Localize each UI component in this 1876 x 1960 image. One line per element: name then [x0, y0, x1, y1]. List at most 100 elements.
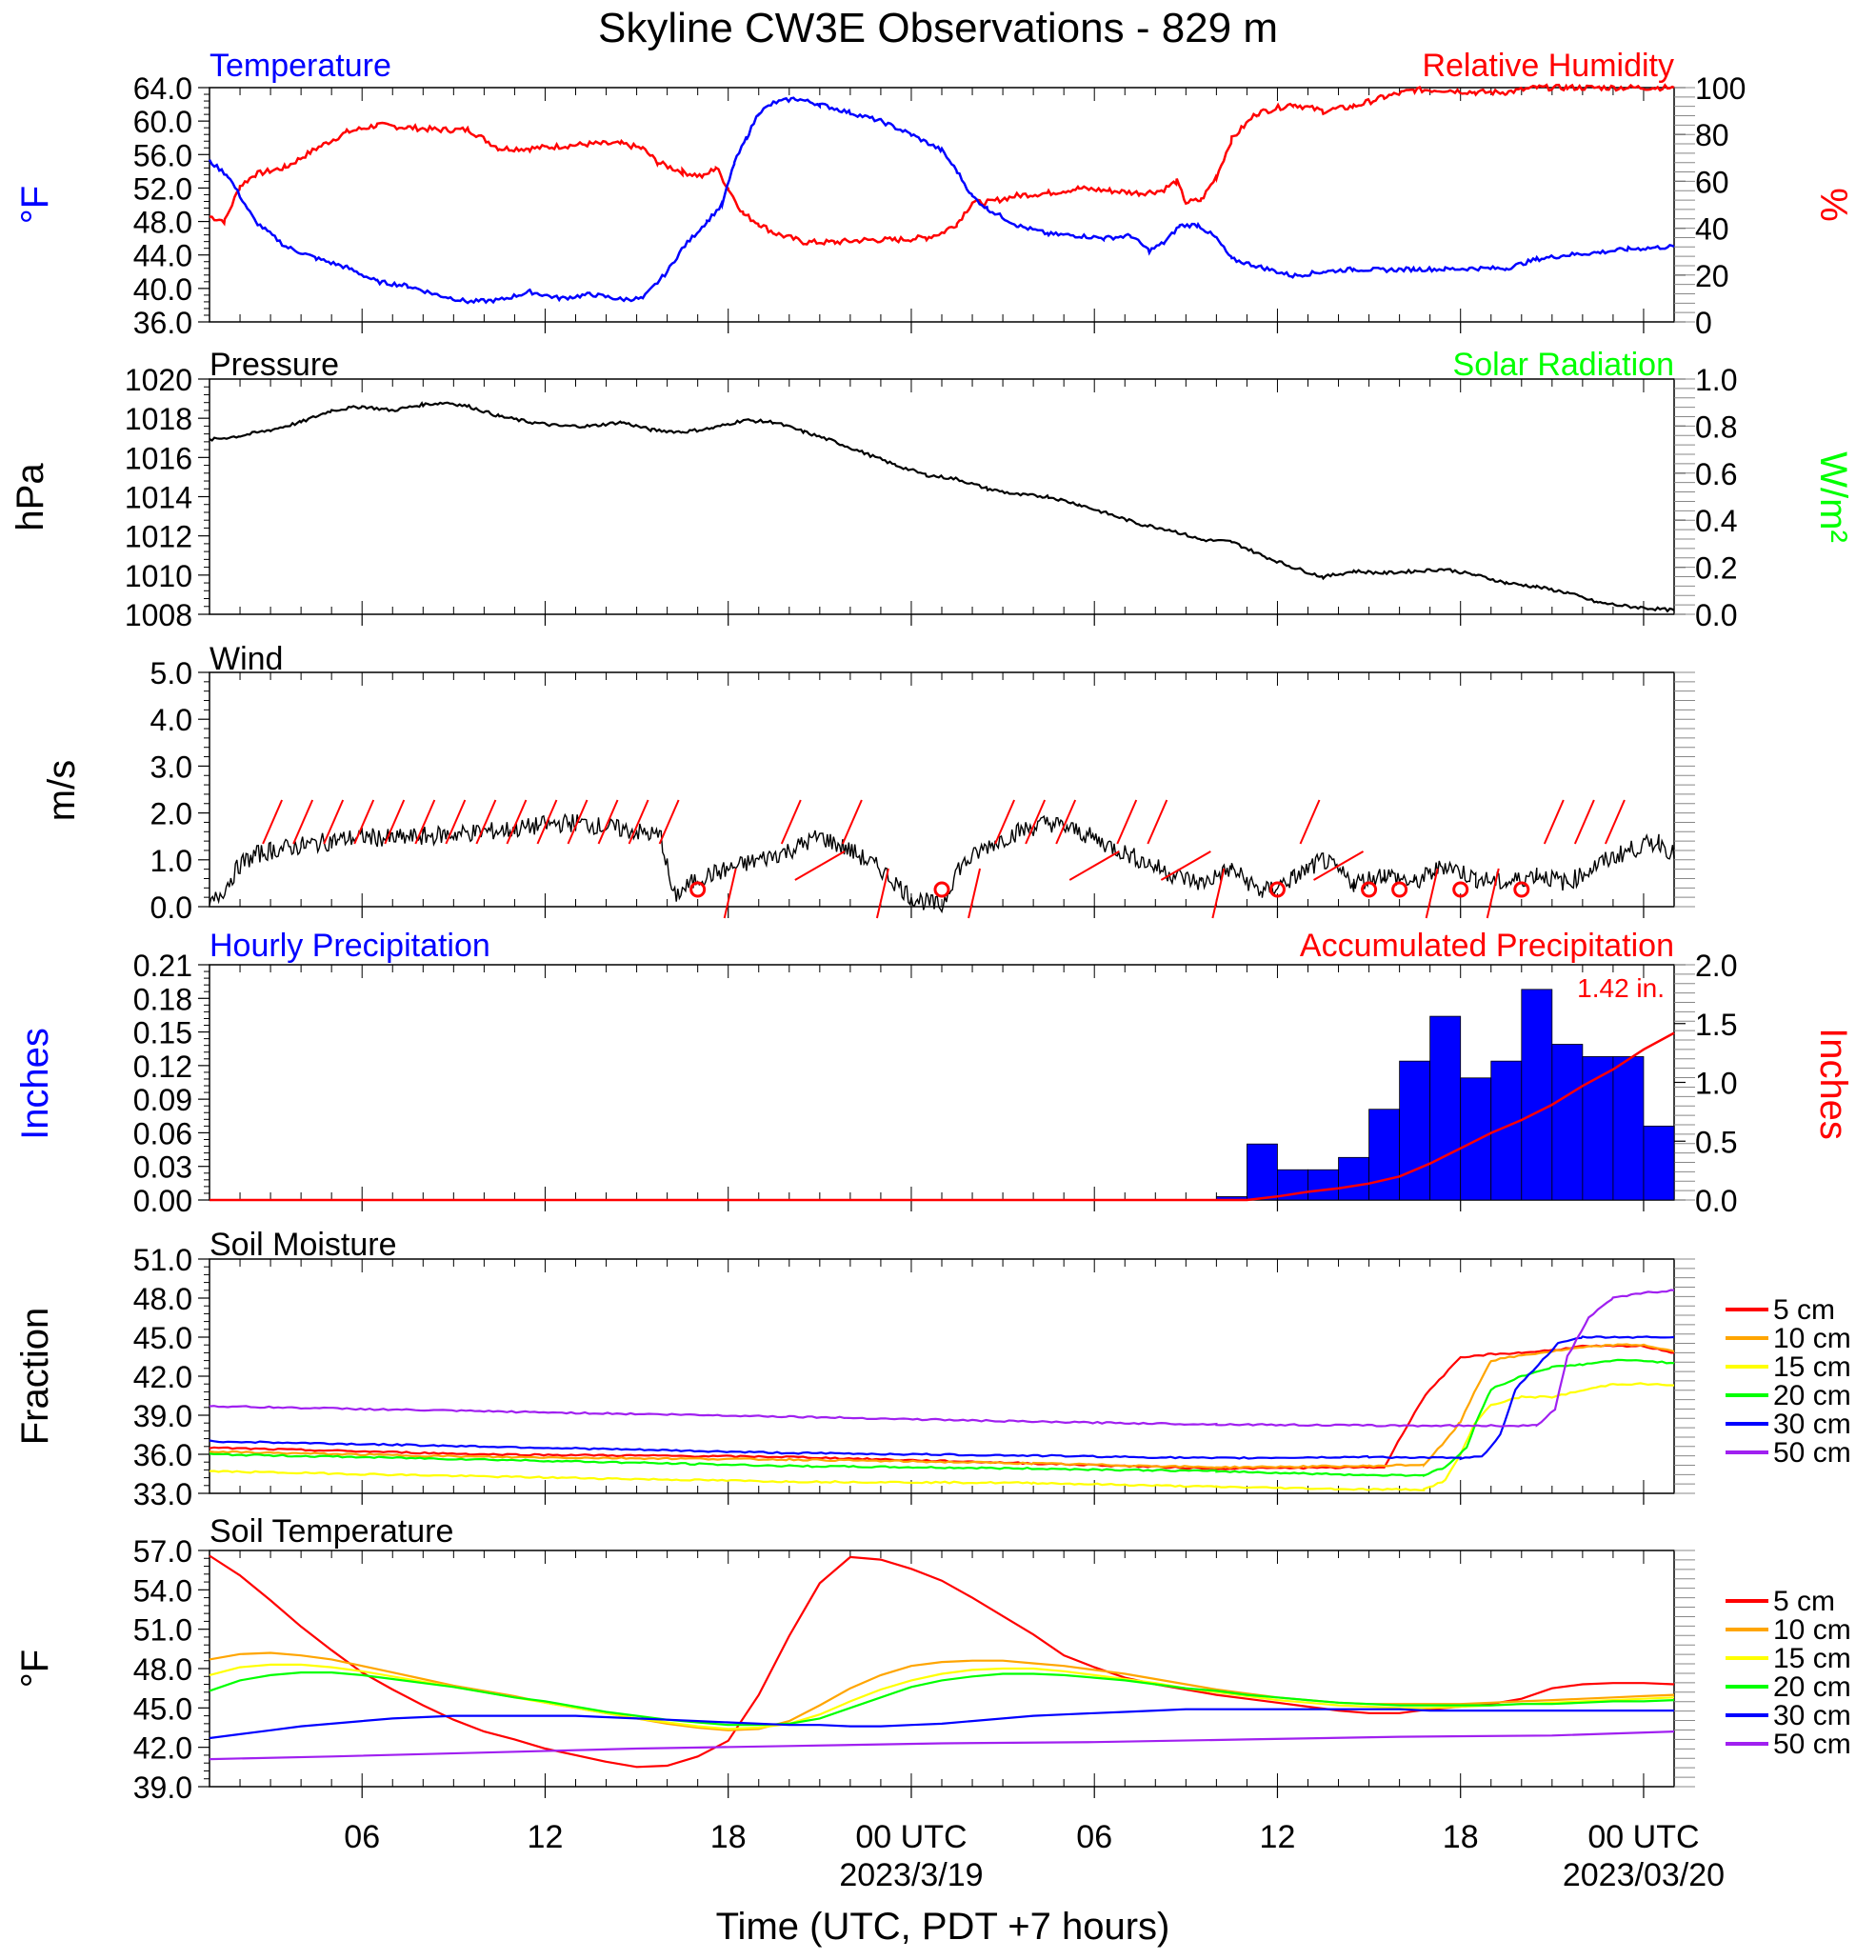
y-tick-label: 54.0: [133, 1573, 192, 1608]
wind-barb: [597, 799, 619, 845]
wind-title: Wind: [210, 641, 283, 677]
x-tick-label: 06: [1076, 1819, 1112, 1855]
y-tick-label: 1012: [125, 520, 192, 554]
wind-barb: [1068, 850, 1120, 881]
calm-wind-marker: [1513, 881, 1530, 898]
wind-barb: [1025, 799, 1047, 845]
soil-moisture-title: Soil Moisture: [210, 1227, 397, 1263]
y2-tick-label: 0.0: [1695, 598, 1737, 632]
x-date-label: 2023/3/19: [839, 1857, 983, 1893]
y-tick-label: 36.0: [133, 1438, 192, 1472]
y2-tick-label: 1.0: [1695, 363, 1737, 397]
hourly-precip-bar: [1612, 1056, 1645, 1201]
calm-wind-marker: [1391, 881, 1408, 898]
accum-precip-title: Accumulated Precipitation: [1300, 928, 1674, 964]
soil-temp-line-5: [209, 1708, 1674, 1740]
panel-frame-6: [209, 1550, 1675, 1788]
calm-wind-marker: [933, 881, 950, 898]
wind-barb: [445, 799, 467, 845]
y-tick-label: 40.0: [133, 272, 192, 307]
wind-barb: [567, 799, 589, 845]
y-tick-label: 0.12: [133, 1050, 192, 1084]
y-tick-label: 56.0: [133, 138, 192, 172]
y2-tick-label: 0.5: [1695, 1125, 1737, 1159]
calm-wind-marker: [1452, 881, 1469, 898]
chart-title: Skyline CW3E Observations - 829 m: [598, 5, 1278, 51]
hourly-precip-unit-label: Inches: [14, 1028, 56, 1140]
hourly-precip-bar: [1643, 1125, 1675, 1201]
hourly-precip-bar: [1247, 1143, 1278, 1201]
panel-frame-2: [209, 378, 1675, 615]
wind-barb: [1299, 799, 1321, 845]
y-tick-label: 0.21: [133, 949, 192, 983]
soil-moisture-line-2: [209, 1343, 1675, 1470]
temperature-line: [208, 96, 1675, 305]
legend-label: 20 cm: [1773, 1671, 1851, 1703]
x-date-label: 2023/03/20: [1563, 1857, 1725, 1893]
y2-tick-label: 60: [1695, 165, 1729, 199]
y-tick-label: 0.09: [133, 1083, 192, 1117]
y2-tick-label: 80: [1695, 118, 1729, 152]
wind-barb: [1211, 868, 1226, 919]
legend-label: 30 cm: [1773, 1409, 1851, 1440]
y-tick-label: 0.03: [133, 1150, 192, 1185]
wind-barb: [1573, 799, 1595, 845]
wind-barb: [1147, 799, 1168, 845]
wind-barb: [475, 799, 497, 845]
soil-moisture-unit-label: Fraction: [14, 1308, 56, 1446]
wind-barb: [794, 850, 846, 881]
solar-unit-label: W/m²: [1812, 451, 1854, 543]
y-tick-label: 39.0: [133, 1399, 192, 1433]
precip-total-label: 1.42 in.: [1577, 973, 1665, 1003]
accum-precip-unit-label: Inches: [1812, 1028, 1854, 1140]
y2-tick-label: 0.6: [1695, 457, 1737, 491]
y-tick-label: 42.0: [133, 1731, 192, 1766]
y-tick-label: 0.0: [150, 890, 192, 925]
y2-tick-label: 100: [1695, 71, 1746, 106]
wind-barb: [841, 799, 863, 845]
y-tick-label: 45.0: [133, 1691, 192, 1726]
y-tick-label: 0.15: [133, 1016, 192, 1050]
y-tick-label: 51.0: [133, 1613, 192, 1648]
soil-temperature-unit-label: °F: [14, 1650, 56, 1688]
wind-barb: [723, 868, 737, 919]
legend-label: 10 cm: [1773, 1614, 1851, 1646]
hourly-precip-bar: [1307, 1169, 1339, 1201]
hourly-precip-bar: [1399, 1060, 1431, 1201]
x-tick-label: 12: [528, 1819, 564, 1855]
y-tick-label: 60.0: [133, 105, 192, 139]
calm-wind-marker: [1268, 881, 1286, 898]
legend-label: 30 cm: [1773, 1700, 1851, 1731]
y-tick-label: 4.0: [150, 703, 192, 737]
soil-moisture-line-1: [209, 1344, 1674, 1471]
wind-barb: [658, 799, 680, 845]
wind-barb: [262, 799, 284, 845]
hourly-precip-bar: [1460, 1077, 1492, 1201]
soil-temp-line-4: [209, 1671, 1675, 1727]
soil-temperature-title: Soil Temperature: [210, 1513, 453, 1550]
panel-frame-1: [209, 87, 1675, 323]
y-tick-label: 36.0: [133, 306, 192, 340]
hourly-precip-bar: [1368, 1109, 1401, 1201]
humidity-title: Relative Humidity: [1422, 48, 1674, 84]
legend-label: 5 cm: [1773, 1586, 1835, 1617]
legend-label: 15 cm: [1773, 1643, 1851, 1674]
pressure-title: Pressure: [210, 347, 339, 383]
x-tick-label: 00 UTC: [855, 1819, 967, 1855]
soil-temp-line-3: [209, 1663, 1675, 1730]
y2-tick-label: 1.0: [1695, 1067, 1737, 1101]
wind-barb: [414, 799, 436, 845]
accum-precip-line: [210, 1031, 1675, 1202]
y-tick-label: 3.0: [150, 750, 192, 784]
y2-tick-label: 20: [1695, 259, 1729, 293]
y2-tick-label: 0.8: [1695, 410, 1737, 444]
wind-barb: [1116, 799, 1138, 845]
y-tick-label: 48.0: [133, 1282, 192, 1316]
wind-barb: [1604, 799, 1626, 845]
x-tick-label: 12: [1260, 1819, 1296, 1855]
humidity-line: [209, 83, 1675, 246]
soil-temp-line-6: [209, 1730, 1675, 1761]
y-tick-label: 57.0: [133, 1534, 192, 1569]
temperature-title: Temperature: [210, 48, 391, 84]
